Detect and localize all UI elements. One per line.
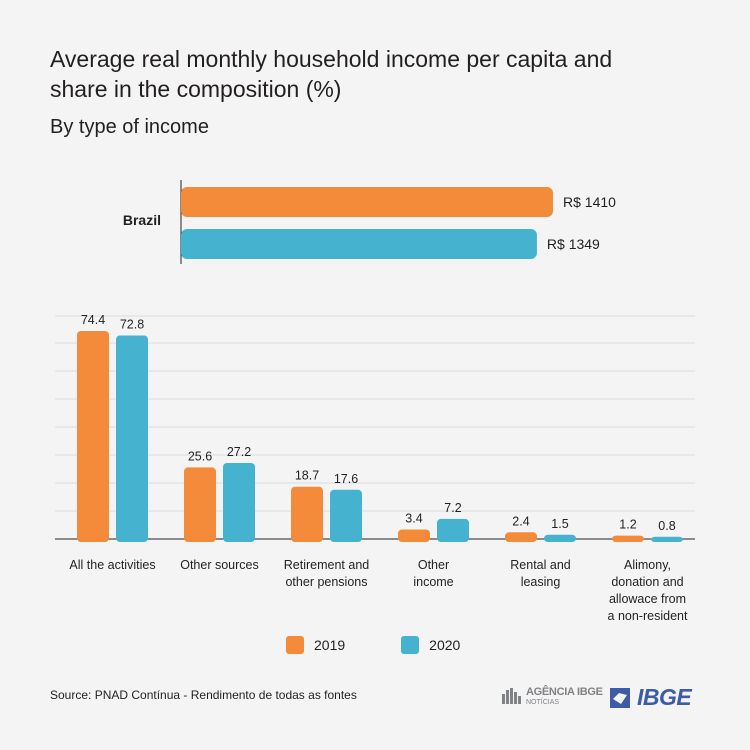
bar-2019-1 [184, 467, 216, 542]
ibge-logo-text: IBGE [637, 684, 692, 710]
category-label-2-0: Retirement and [284, 558, 370, 572]
category-label-5-0: Alimony, [624, 558, 671, 572]
bar-value-2020-3: 7.2 [444, 501, 461, 515]
category-label-5-1: donation and [611, 575, 683, 589]
bar-2020-1 [223, 462, 255, 542]
brazil-bar-label-2019: R$ 1410 [563, 194, 616, 210]
bar-2020-5 [651, 536, 683, 542]
legend-item-2020: 2020 [401, 636, 460, 654]
bar-value-2019-1: 25.6 [188, 449, 212, 463]
legend-swatch-2019 [286, 636, 304, 654]
bar-value-2020-5: 0.8 [658, 519, 675, 533]
category-label-4-0: Rental and [510, 558, 571, 572]
legend-item-2019: 2019 [286, 636, 345, 654]
bar-value-2019-5: 1.2 [619, 518, 636, 532]
chart-title: Average real monthly household income pe… [50, 46, 613, 102]
ibge-mark-icon [610, 687, 630, 708]
bar-value-2019-2: 18.7 [295, 469, 319, 483]
bar-2019-3 [398, 529, 430, 542]
agencia-logo-text: AGÊNCIA IBGE [526, 686, 603, 698]
category-label-0-0: All the activities [69, 558, 155, 572]
bar-2019-0 [77, 331, 109, 542]
brazil-category-label: Brazil [123, 212, 161, 228]
category-label-5-3: a non-resident [608, 609, 688, 623]
legend-swatch-2020 [401, 636, 420, 654]
bar-2019-5 [612, 535, 644, 542]
bar-value-2019-3: 3.4 [405, 511, 422, 525]
bar-2019-4 [505, 532, 537, 542]
bar-value-2020-1: 27.2 [227, 445, 251, 459]
bar-value-2019-4: 2.4 [512, 514, 529, 528]
bar-value-2020-2: 17.6 [334, 472, 358, 486]
category-label-3-1: income [413, 575, 453, 589]
legend-label-2020: 2020 [429, 637, 461, 653]
agencia-ibge-logo: AGÊNCIA IBGE NOTÍCIAS [500, 686, 603, 708]
brazil-bar-label-2020: R$ 1349 [547, 236, 600, 252]
category-label-1-0: Other sources [180, 558, 259, 572]
legend: 2019 2020 [286, 634, 516, 656]
bar-2020-3 [437, 518, 469, 542]
bar-2020-0 [116, 335, 148, 542]
chart-subtitle: By type of income [50, 116, 209, 138]
bar-2020-2 [330, 489, 362, 542]
category-label-4-1: leasing [521, 575, 561, 589]
source-note: Source: PNAD Contínua - Rendimento de to… [50, 688, 357, 702]
bar-2020-4 [544, 534, 576, 542]
ibge-logo: IBGE [607, 684, 692, 711]
bar-value-2019-0: 74.4 [81, 313, 105, 327]
bar-value-2020-4: 1.5 [551, 517, 568, 531]
category-label-2-1: other pensions [285, 575, 367, 589]
category-label-3-0: Other [418, 558, 449, 572]
agencia-icon [502, 688, 521, 704]
brazil-bar-2019 [181, 187, 553, 217]
legend-label-2019: 2019 [314, 637, 346, 653]
brazil-bar-2020 [181, 229, 537, 259]
bar-value-2020-0: 72.8 [120, 317, 144, 331]
category-label-5-2: allowace from [609, 592, 686, 606]
agencia-logo-subtext: NOTÍCIAS [526, 699, 560, 706]
bar-2019-2 [291, 486, 323, 542]
